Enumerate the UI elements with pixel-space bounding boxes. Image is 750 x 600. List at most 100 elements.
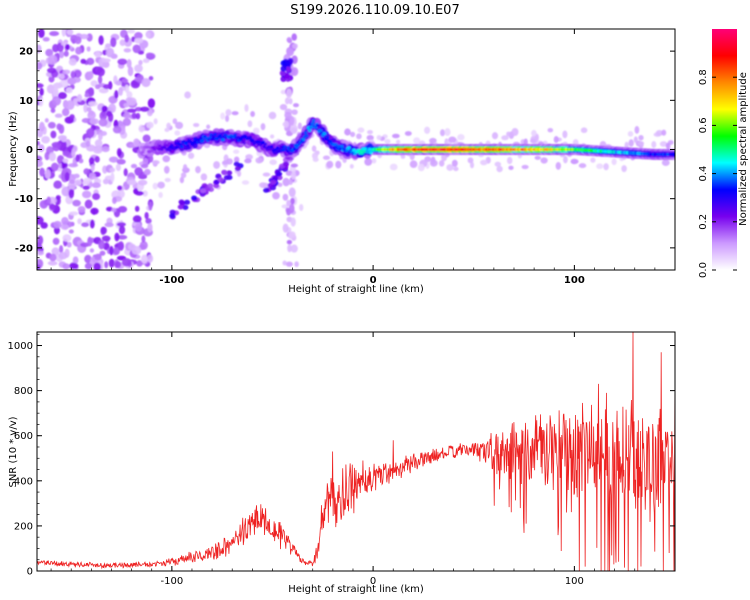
heatmap-cell <box>250 110 255 118</box>
heatmap-cell <box>126 91 133 99</box>
heatmap-cell <box>38 97 44 107</box>
heatmap-cell <box>286 88 292 99</box>
heatmap-cell <box>263 142 268 146</box>
heatmap-cell <box>126 108 137 113</box>
heatmap-cell <box>511 128 519 136</box>
heatmap-cell <box>46 67 57 74</box>
heatmap-cell <box>45 48 54 57</box>
heatmap-cell <box>289 115 295 126</box>
heatmap-cell <box>164 143 168 147</box>
colorbar-tick-label: 0.0 <box>698 262 709 278</box>
heatmap-cell <box>62 69 71 75</box>
heatmap-cell <box>72 256 79 264</box>
heatmap-cell <box>163 165 170 174</box>
heatmap-cell <box>413 137 421 144</box>
heatmap-cell <box>140 254 149 264</box>
heatmap-cell <box>37 250 44 256</box>
heatmap-cell <box>60 41 68 46</box>
heatmap-cell <box>52 82 63 89</box>
heatmap-cell <box>469 161 475 169</box>
heatmap-cell <box>54 113 63 118</box>
heatmap-cell <box>69 114 75 120</box>
heatmap-cell <box>357 127 365 133</box>
heatmap-cell <box>139 145 144 149</box>
heatmap-cell <box>89 118 99 125</box>
heatmap-cell <box>491 132 499 140</box>
heatmap-cell <box>286 199 291 207</box>
heatmap-cell <box>162 155 171 163</box>
heatmap-cell <box>68 163 79 168</box>
heatmap-cell <box>175 145 179 149</box>
heatmap-cell <box>438 160 445 167</box>
heatmap-cell <box>52 87 59 97</box>
heatmap-cell <box>269 134 275 139</box>
heatmap-cell <box>637 141 645 146</box>
heatmap-cell <box>233 149 240 154</box>
heatmap-cell <box>226 170 233 176</box>
heatmap-cell <box>138 59 143 66</box>
heatmap-cell <box>137 179 148 186</box>
heatmap-cell <box>174 130 181 136</box>
heatmap-cell <box>225 109 232 116</box>
heatmap-cell <box>651 140 657 149</box>
heatmap-cell <box>245 154 253 160</box>
heatmap-cell <box>65 44 70 50</box>
heatmap-cell <box>603 163 609 171</box>
heatmap-cell <box>96 67 105 77</box>
heatmap-cell <box>126 179 137 186</box>
heatmap-cell <box>95 84 101 90</box>
heatmap-cell <box>86 46 91 52</box>
y-tick-label: 800 <box>14 386 33 397</box>
heatmap-cell <box>290 244 298 253</box>
heatmap-cell <box>81 190 92 199</box>
y-tick-label: 1000 <box>8 341 33 352</box>
heatmap-cell <box>64 172 70 182</box>
y-tick-label: 20 <box>19 47 33 58</box>
colorbar-tick-label: 0.6 <box>698 117 709 133</box>
heatmap-cell <box>628 139 634 147</box>
heatmap-cell <box>286 37 292 43</box>
heatmap-cell <box>248 136 253 140</box>
heatmap-cell <box>37 83 44 88</box>
heatmap-cell <box>429 137 437 144</box>
heatmap-cell <box>86 127 95 138</box>
heatmap-cell <box>72 145 78 153</box>
heatmap-cell <box>77 218 82 225</box>
heatmap-cell <box>108 103 116 114</box>
heatmap-cell <box>218 133 222 137</box>
heatmap-cell <box>335 160 342 169</box>
heatmap-cell <box>400 154 406 159</box>
heatmap-cell <box>213 161 221 169</box>
heatmap-cell <box>91 182 101 189</box>
heatmap-cell <box>101 105 108 113</box>
heatmap-cell <box>145 217 152 224</box>
heatmap-cell <box>80 58 87 64</box>
heatmap-cell <box>42 37 50 42</box>
heatmap-cell <box>263 187 270 193</box>
heatmap-cell <box>384 138 391 144</box>
heatmap-cell <box>290 171 297 180</box>
heatmap-cell <box>288 187 296 198</box>
heatmap-cell <box>105 47 115 58</box>
heatmap-cell <box>58 251 68 260</box>
heatmap-cell <box>131 112 137 119</box>
heatmap-cell <box>366 150 370 154</box>
heatmap-cell <box>37 61 43 70</box>
heatmap-cell <box>102 60 110 69</box>
heatmap-cell <box>301 138 306 142</box>
heatmap-cell <box>284 60 291 67</box>
heatmap-cell <box>152 182 159 190</box>
heatmap-cell <box>41 135 51 144</box>
heatmap-cell <box>446 164 454 171</box>
heatmap-cell <box>178 199 185 205</box>
heatmap-cell <box>200 188 206 194</box>
heatmap-cell <box>260 123 266 131</box>
heatmap-cell <box>223 175 230 181</box>
heatmap-cell <box>172 118 178 125</box>
heatmap-cell <box>233 133 237 137</box>
heatmap-cell <box>311 119 316 123</box>
heatmap-cell <box>50 130 57 139</box>
heatmap-cell <box>90 162 95 172</box>
y-tick-label: 0 <box>26 145 33 156</box>
